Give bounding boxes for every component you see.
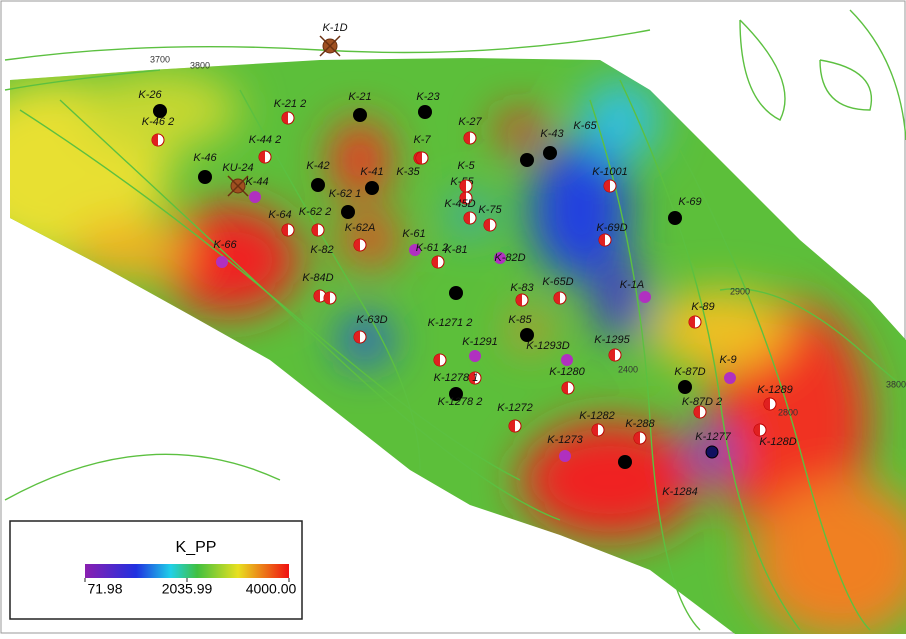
well-label: K-75 [478,204,502,216]
well-label: K-23 [416,91,440,103]
well-label: K-83 [510,282,534,294]
well-marker [724,372,736,384]
well-label: K-1001 [592,166,627,178]
well-label: K-1273 [547,434,583,446]
well-label: K-5 [457,160,475,172]
contour-label: 3800 [190,60,210,70]
legend-tick-label: 71.98 [87,581,122,597]
well-marker [668,211,682,225]
well-label: K-87D [674,366,705,378]
well-marker [216,256,228,268]
well-label: K-21 2 [274,98,306,110]
well-label: K-45D [444,198,475,210]
well-marker [543,146,557,160]
well-label: K-87D 2 [682,396,722,408]
well-label: K-82D [494,252,525,264]
well-label: K-1293D [526,340,569,352]
well-label: K-21 [348,91,371,103]
well-marker [520,153,534,167]
well-label: KU-24 [222,162,253,174]
legend-title: K_PP [176,539,217,556]
well-label: K-1272 [497,402,532,414]
well-label: K-44 [245,176,268,188]
well-label: K-27 [458,116,482,128]
well-marker [341,205,355,219]
well-label: K-81 [444,244,467,256]
well-label: K-66 [213,239,237,251]
well-marker [365,181,379,195]
well-label: K-85 [508,314,532,326]
well-label: K-42 [306,160,329,172]
well-label: K-69 [678,196,701,208]
legend-tick-label: 4000.00 [246,581,297,597]
contour-label: 2400 [618,364,638,374]
well-marker [249,191,261,203]
legend-tick-label: 2035.99 [162,581,213,597]
contour-label: 3800 [886,379,906,389]
well-label: K-62A [345,222,376,234]
legend: K_PP 71.98 2035.99 4000.00 [10,521,302,619]
well-label: K-43 [540,128,564,140]
well-marker [311,178,325,192]
well-label: K-1277 [695,431,731,443]
well-label: K-46 [193,152,217,164]
contour-label: 2800 [778,407,798,417]
well-label: K-61 2 [416,242,448,254]
well-label: K-61 [402,228,425,240]
well-label: K-1A [620,279,644,291]
well-marker [559,450,571,462]
well-label: K-69D [596,222,627,234]
well-marker [618,455,632,469]
well-label: K-62 1 [329,188,361,200]
well-label: K-65 [573,120,597,132]
well-label: K-26 [138,89,162,101]
well-label: K-35 [396,166,420,178]
well-label: K-63D [356,314,387,326]
contour-label: 2900 [730,286,750,296]
well-label: K-1295 [594,334,630,346]
page: {"wells": [ {"label": "K-1D"}, {"label":… [0,0,906,639]
well-label: K-41 [360,166,383,178]
well-marker [678,380,692,394]
well-label: K-44 2 [249,134,281,146]
map: K-1D K-26 K-46 2 K-46 KU-24 K-44 K-44 2 K-66 K-2… [0,0,906,634]
well-label: K-84D [302,272,333,284]
well-marker [418,105,432,119]
well-label: K-1278 1 [434,372,479,384]
well-marker [561,354,573,366]
well-label: K-65D [542,276,573,288]
well-label: K-288 [625,418,655,430]
well-label: K-1D [322,22,347,34]
well-marker [706,446,718,458]
well-marker [469,350,481,362]
contour-label: 3700 [150,54,170,64]
well-label: K-1284 [662,486,697,498]
well-label: K-128D [759,436,796,448]
well-label: K-1278 2 [438,396,483,408]
color-bar [85,564,289,578]
well-label: K-1271 2 [428,317,473,329]
well-label: K-89 [691,301,714,313]
well-label: K-1282 [579,410,614,422]
well-label: K-7 [413,134,431,146]
well-label: K-62 2 [299,206,331,218]
well-label: K-1280 [549,366,585,378]
well-label: K-1289 [757,384,792,396]
well-label: K-46 2 [142,116,174,128]
well-marker [639,291,651,303]
well-label: K-82 [310,244,333,256]
well-label: K-9 [719,354,736,366]
well-label: K-1291 [462,336,497,348]
well-marker [198,170,212,184]
well-label: K-64 [268,209,291,221]
well-marker [353,108,367,122]
well-marker [449,286,463,300]
